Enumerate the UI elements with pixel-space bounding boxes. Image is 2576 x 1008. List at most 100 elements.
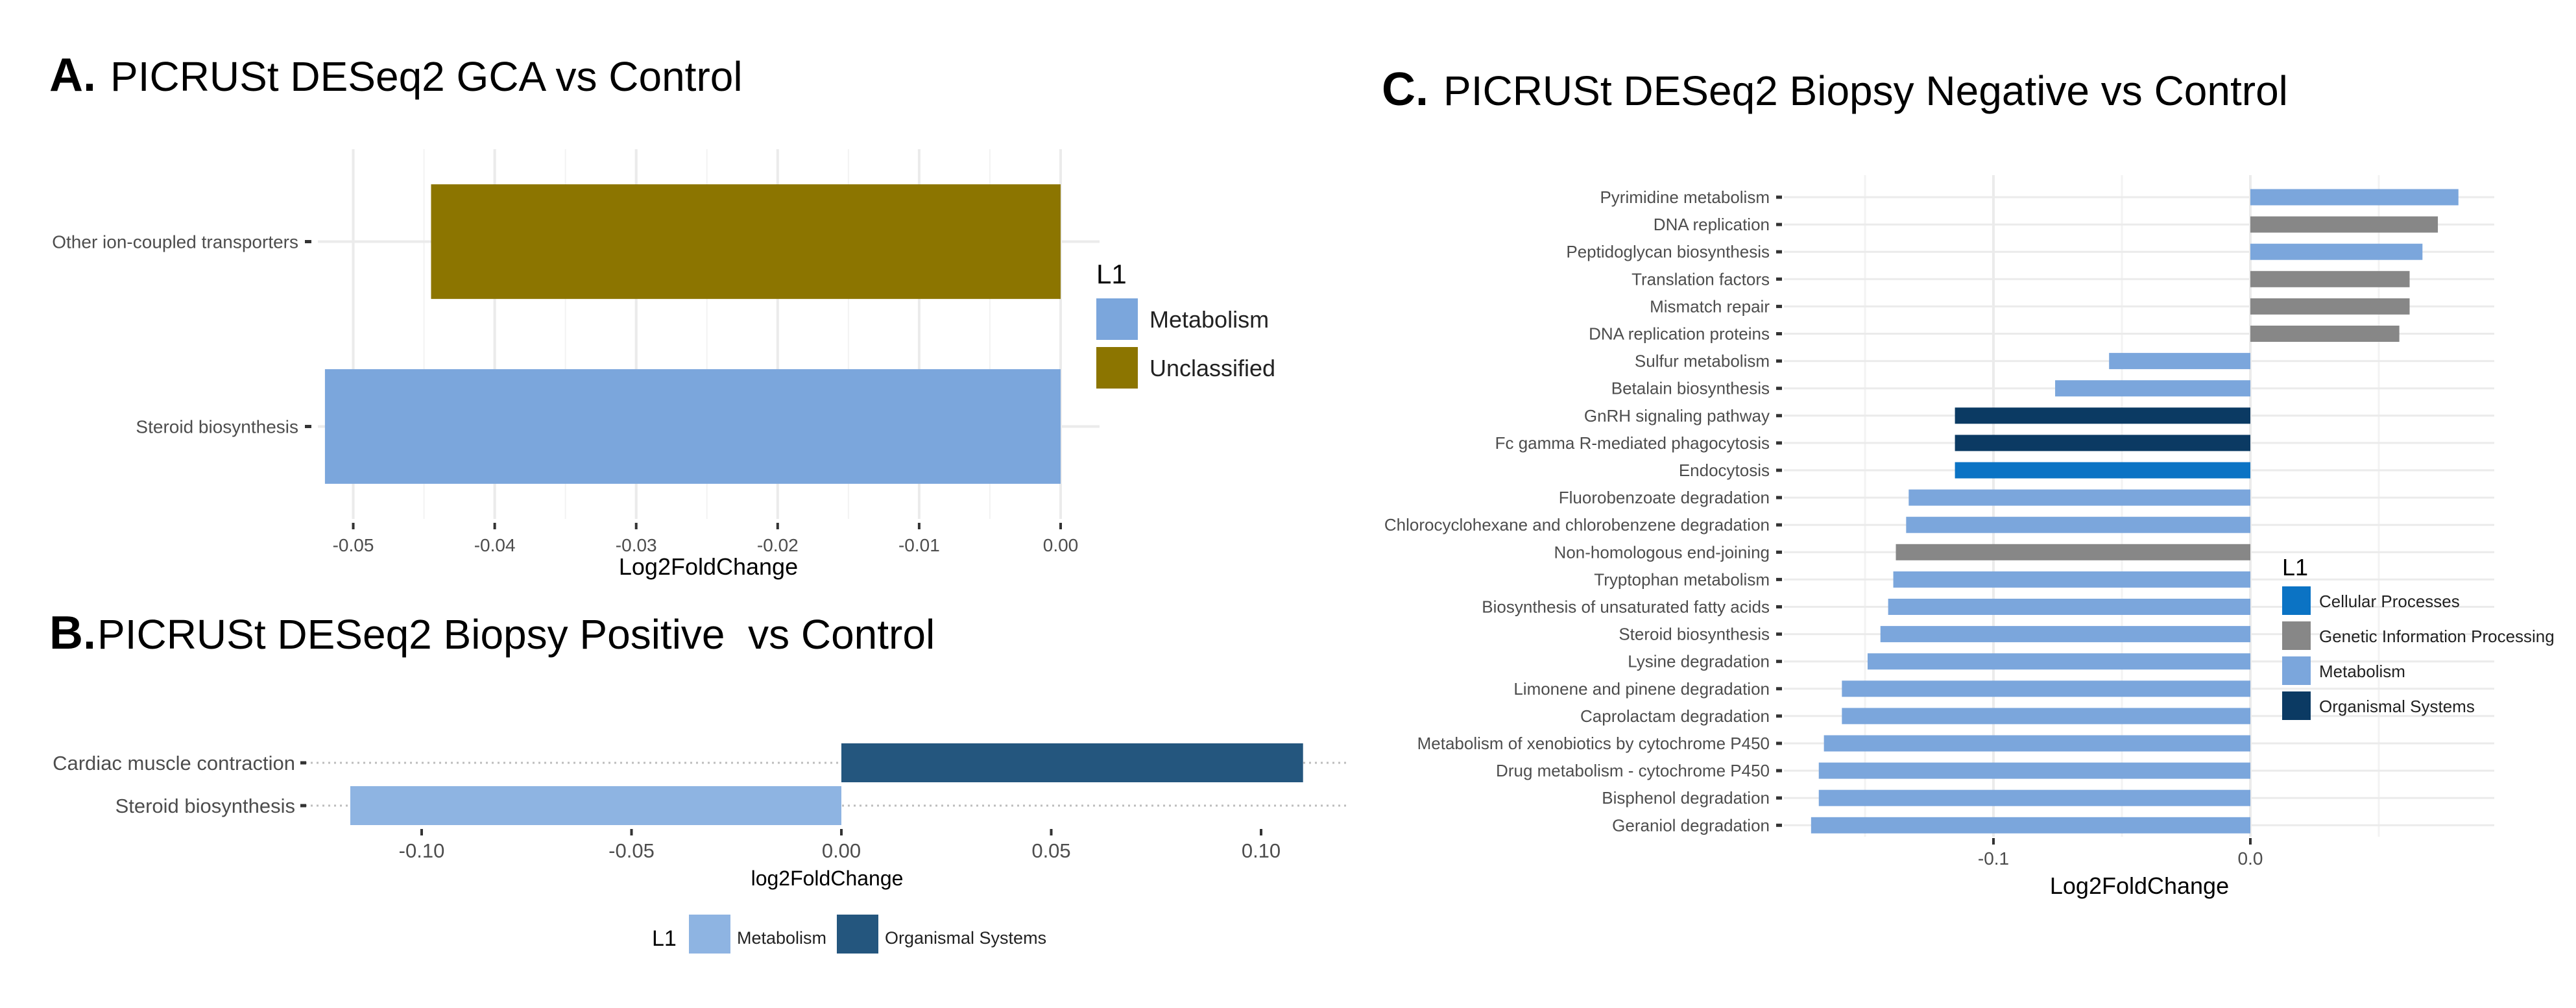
xtick-a-0-02: -0.02	[757, 535, 799, 555]
panel-b: B. PICRUSt DESeq2 Biopsy Positive vs Con…	[49, 607, 1349, 954]
legend-c-swatch-organismal	[2282, 691, 2311, 720]
ytick-c-caprolactam-degradation: Caprolactam degradation	[1580, 706, 1770, 726]
bar-c-geraniol-degradation	[1811, 817, 2250, 834]
ytick-c-steroid-biosynthesis: Steroid biosynthesis	[1619, 625, 1770, 644]
legend-c-swatch-cellular	[2282, 586, 2311, 615]
ytick-c-translation-factors: Translation factors	[1631, 269, 1770, 289]
ytick-c-non-homologous-end-joining: Non-homologous end-joining	[1554, 542, 1770, 562]
legend-c-label-organismal: Organismal Systems	[2319, 697, 2475, 716]
bar-c-caprolactam-degradation	[1842, 708, 2250, 725]
ytick-b-steroid-biosynthesis: Steroid biosynthesis	[115, 795, 295, 817]
bar-c-sulfur-metabolism	[2109, 353, 2250, 370]
ytick-c-drug-metabolism-cytochrome-p450: Drug metabolism - cytochrome P450	[1496, 761, 1770, 780]
ytick-c-fluorobenzoate-degradation: Fluorobenzoate degradation	[1559, 488, 1770, 507]
ytick-c-tryptophan-metabolism: Tryptophan metabolism	[1594, 570, 1770, 589]
ytick-c-betalain-biosynthesis: Betalain biosynthesis	[1611, 379, 1770, 398]
bar-c-gnrh-signaling-pathway	[1955, 407, 2250, 424]
bar-c-pyrimidine-metabolism	[2250, 189, 2459, 206]
xtick-a-0-04: -0.04	[474, 535, 516, 555]
ytick-c-sulfur-metabolism: Sulfur metabolism	[1635, 352, 1770, 371]
bar-c-peptidoglycan-biosynthesis	[2250, 243, 2423, 260]
bar-c-metabolism-of-xenobiotics-by-cytochrome-p450	[1824, 735, 2250, 752]
panel-a-title: PICRUSt DESeq2 GCA vs Control	[110, 53, 743, 100]
ytick-c-gnrh-signaling-pathway: GnRH signaling pathway	[1584, 406, 1770, 426]
bar-c-tryptophan-metabolism	[1893, 571, 2250, 588]
legend-b-label-metabolism: Metabolism	[737, 928, 826, 948]
legend-a-swatch-unclassified	[1096, 347, 1138, 389]
bar-c-dna-replication-proteins	[2250, 326, 2400, 342]
bar-c-limonene-and-pinene-degradation	[1842, 680, 2250, 697]
legend-a-label-unclassified: Unclassified	[1150, 355, 1275, 381]
panel-a-legend: L1 Metabolism Unclassified	[1096, 259, 1275, 389]
xtick-c-0-1: -0.1	[1978, 848, 2009, 869]
panel-c-letter: C.	[1382, 64, 1428, 115]
ytick-c-geraniol-degradation: Geraniol degradation	[1612, 815, 1770, 835]
panel-c-title: PICRUSt DESeq2 Biopsy Negative vs Contro…	[1443, 67, 2288, 114]
panel-a-plot: Other ion-coupled transporters Steroid bi…	[52, 149, 1100, 555]
ytick-a-steroid-biosynthesis: Steroid biosynthesis	[136, 417, 298, 437]
xtick-b-0-05: 0.05	[1031, 839, 1070, 862]
legend-b-swatch-metabolism	[689, 915, 730, 954]
bar-c-chlorocyclohexane-and-chlorobenzene-degradation	[1906, 516, 2250, 533]
panel-c-xlabel: Log2FoldChange	[2050, 872, 2229, 899]
ytick-c-dna-replication: DNA replication	[1654, 215, 1770, 234]
xtick-b-0-00: 0.00	[822, 839, 861, 862]
ytick-c-metabolism-of-xenobiotics-by-cytochrome-p450: Metabolism of xenobiotics by cytochrome …	[1417, 734, 1770, 753]
legend-b-label-organismal: Organismal Systems	[885, 928, 1046, 948]
bar-c-dna-replication	[2250, 216, 2438, 233]
panel-c-plot: Pyrimidine metabolism DNA replication Pept…	[1384, 175, 2494, 869]
panel-b-plot: Cardiac muscle contraction Steroid biosyn…	[53, 743, 1349, 862]
bar-c-steroid-biosynthesis	[1880, 626, 2250, 643]
panel-b-legend: L1 Metabolism Organismal Systems	[652, 915, 1046, 954]
ytick-b-cardiac-muscle-contraction: Cardiac muscle contraction	[53, 752, 295, 774]
legend-b-swatch-organismal	[837, 915, 878, 954]
xtick-c-0-0: 0.0	[2238, 848, 2263, 869]
panel-a-letter: A.	[49, 49, 96, 101]
xtick-a-0-01: -0.01	[898, 535, 940, 555]
xtick-b-0-10: 0.10	[1242, 839, 1281, 862]
bar-c-fluorobenzoate-degradation	[1908, 489, 2250, 506]
panel-b-xlabel: log2FoldChange	[751, 867, 904, 890]
xtick-a-0-05: -0.05	[333, 535, 374, 555]
bar-c-bisphenol-degradation	[1818, 789, 2250, 806]
bar-a-steroid-biosynthesis	[324, 369, 1061, 484]
ytick-c-lysine-degradation: Lysine degradation	[1628, 652, 1770, 671]
panel-a-legend-title: L1	[1096, 259, 1127, 289]
panel-b-title: PICRUSt DESeq2 Biopsy Positive vs Contro…	[97, 611, 935, 658]
panel-b-legend-title: L1	[652, 926, 677, 951]
bar-c-fc-gamma-r-mediated-phagocytosis	[1955, 435, 2250, 451]
bar-a-other-ion-coupled-transporters	[431, 184, 1061, 299]
ytick-c-mismatch-repair: Mismatch repair	[1650, 296, 1770, 316]
bar-c-non-homologous-end-joining	[1896, 544, 2250, 560]
panel-c: C. PICRUSt DESeq2 Biopsy Negative vs Con…	[1382, 64, 2555, 899]
legend-a-swatch-metabolism	[1096, 298, 1138, 340]
legend-c-label-cellular: Cellular Processes	[2319, 592, 2460, 611]
legend-a-label-metabolism: Metabolism	[1150, 306, 1269, 333]
ytick-c-chlorocyclohexane-and-chlorobenzene-degradation: Chlorocyclohexane and chlorobenzene degr…	[1384, 515, 1770, 534]
ytick-a-other-ion-coupled-transporters: Other ion-coupled transporters	[52, 232, 298, 252]
ytick-c-peptidoglycan-biosynthesis: Peptidoglycan biosynthesis	[1566, 242, 1770, 261]
legend-c-swatch-metabolism	[2282, 656, 2311, 685]
bar-c-translation-factors	[2250, 270, 2410, 287]
panel-b-letter: B.	[49, 607, 96, 659]
xtick-b-0-05: -0.05	[608, 839, 655, 862]
bar-c-endocytosis	[1955, 462, 2250, 479]
bar-b-cardiac-muscle-contraction	[841, 743, 1303, 782]
ytick-c-limonene-and-pinene-degradation: Limonene and pinene degradation	[1513, 679, 1770, 699]
legend-c-label-metabolism: Metabolism	[2319, 662, 2405, 681]
bar-c-biosynthesis-of-unsaturated-fatty-acids	[1888, 599, 2250, 615]
ytick-c-endocytosis: Endocytosis	[1679, 461, 1770, 480]
legend-c-swatch-genetic	[2282, 621, 2311, 650]
bar-c-betalain-biosynthesis	[2055, 380, 2250, 397]
ytick-c-bisphenol-degradation: Bisphenol degradation	[1602, 788, 1770, 808]
xtick-a-0-00: 0.00	[1043, 535, 1079, 555]
bar-b-steroid-biosynthesis	[350, 786, 841, 825]
panel-a: A. PICRUSt DESeq2 GCA vs Control Other i…	[49, 49, 1275, 580]
ytick-c-biosynthesis-of-unsaturated-fatty-acids: Biosynthesis of unsaturated fatty acids	[1482, 597, 1770, 617]
ytick-c-fc-gamma-r-mediated-phagocytosis: Fc gamma R-mediated phagocytosis	[1495, 433, 1770, 453]
xtick-b-0-10: -0.10	[399, 839, 445, 862]
legend-c-label-genetic: Genetic Information Processing	[2319, 627, 2555, 646]
bar-c-drug-metabolism-cytochrome-p450	[1818, 762, 2250, 779]
panel-a-xlabel: Log2FoldChange	[619, 553, 798, 580]
